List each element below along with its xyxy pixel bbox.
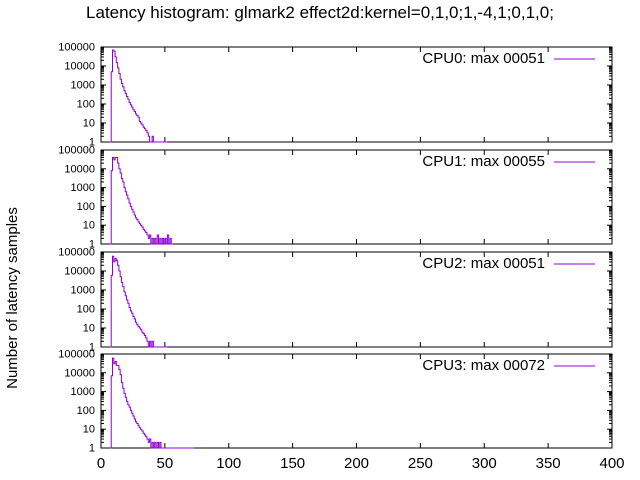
- y-tick-label: 10000: [64, 266, 95, 278]
- panel-cpu3: 1 10 100 1000 10000 100000 0 50 100 150 200 250 300 3…: [58, 349, 624, 473]
- y-tick-label: 1: [89, 137, 95, 149]
- x-tick-label: 0: [97, 455, 105, 472]
- legend-label: CPU2: max 00051: [422, 255, 545, 272]
- x-tick-label: 350: [536, 455, 561, 472]
- panel-cpu0: 1 10 100 1000 10000 100000 CPU0: max 00051: [58, 42, 613, 149]
- y-tick-label: 10: [83, 118, 95, 130]
- y-tick-label: 10000: [64, 61, 95, 73]
- series-line-cpu0: [109, 49, 168, 143]
- y-tick-label: 1: [89, 342, 95, 354]
- series-line-cpu2: [109, 255, 168, 348]
- panel-cpu1: 1 10 100 1000 10000 100000 CPU1: max 00055: [58, 145, 613, 251]
- x-tick-label: 100: [216, 455, 241, 472]
- x-tick-label: 300: [472, 455, 497, 472]
- x-tick-label: 150: [280, 455, 305, 472]
- chart-title: Latency histogram: glmark2 effect2d:kern…: [86, 3, 554, 22]
- y-axis-label: Number of latency samples: [4, 207, 21, 389]
- y-tick-label: 1000: [71, 80, 95, 92]
- legend-label: CPU1: max 00055: [422, 153, 545, 170]
- y-tick-label: 100000: [58, 42, 95, 54]
- y-tick-label: 1: [89, 239, 95, 251]
- y-tick-label: 1000: [71, 285, 95, 297]
- y-tick-label: 10: [83, 220, 95, 232]
- y-tick-label: 1000: [71, 386, 95, 398]
- x-tick-label: 50: [157, 455, 174, 472]
- y-tick-label: 100: [77, 99, 95, 111]
- y-tick-label: 10000: [64, 367, 95, 379]
- y-tick-label: 100000: [58, 349, 95, 361]
- series-line-cpu3: [109, 357, 195, 449]
- legend-label: CPU3: max 00072: [422, 357, 545, 374]
- x-tick-label: 400: [599, 455, 624, 472]
- series-line-cpu1: [109, 156, 173, 245]
- y-tick-label: 10: [83, 424, 95, 436]
- y-tick-label: 1: [89, 443, 95, 455]
- x-tick-label: 200: [344, 455, 369, 472]
- y-tick-label: 10000: [64, 163, 95, 175]
- y-tick-label: 100: [77, 304, 95, 316]
- legend-label: CPU0: max 00051: [422, 50, 545, 67]
- panel-cpu2: 1 10 100 1000 10000 100000 CPU2: max 00051: [58, 247, 613, 354]
- y-tick-label: 1000: [71, 182, 95, 194]
- y-tick-label: 10: [83, 323, 95, 335]
- x-tick-label: 250: [408, 455, 433, 472]
- y-tick-label: 100000: [58, 145, 95, 157]
- y-tick-label: 100000: [58, 247, 95, 259]
- y-tick-label: 100: [77, 201, 95, 213]
- y-tick-label: 100: [77, 405, 95, 417]
